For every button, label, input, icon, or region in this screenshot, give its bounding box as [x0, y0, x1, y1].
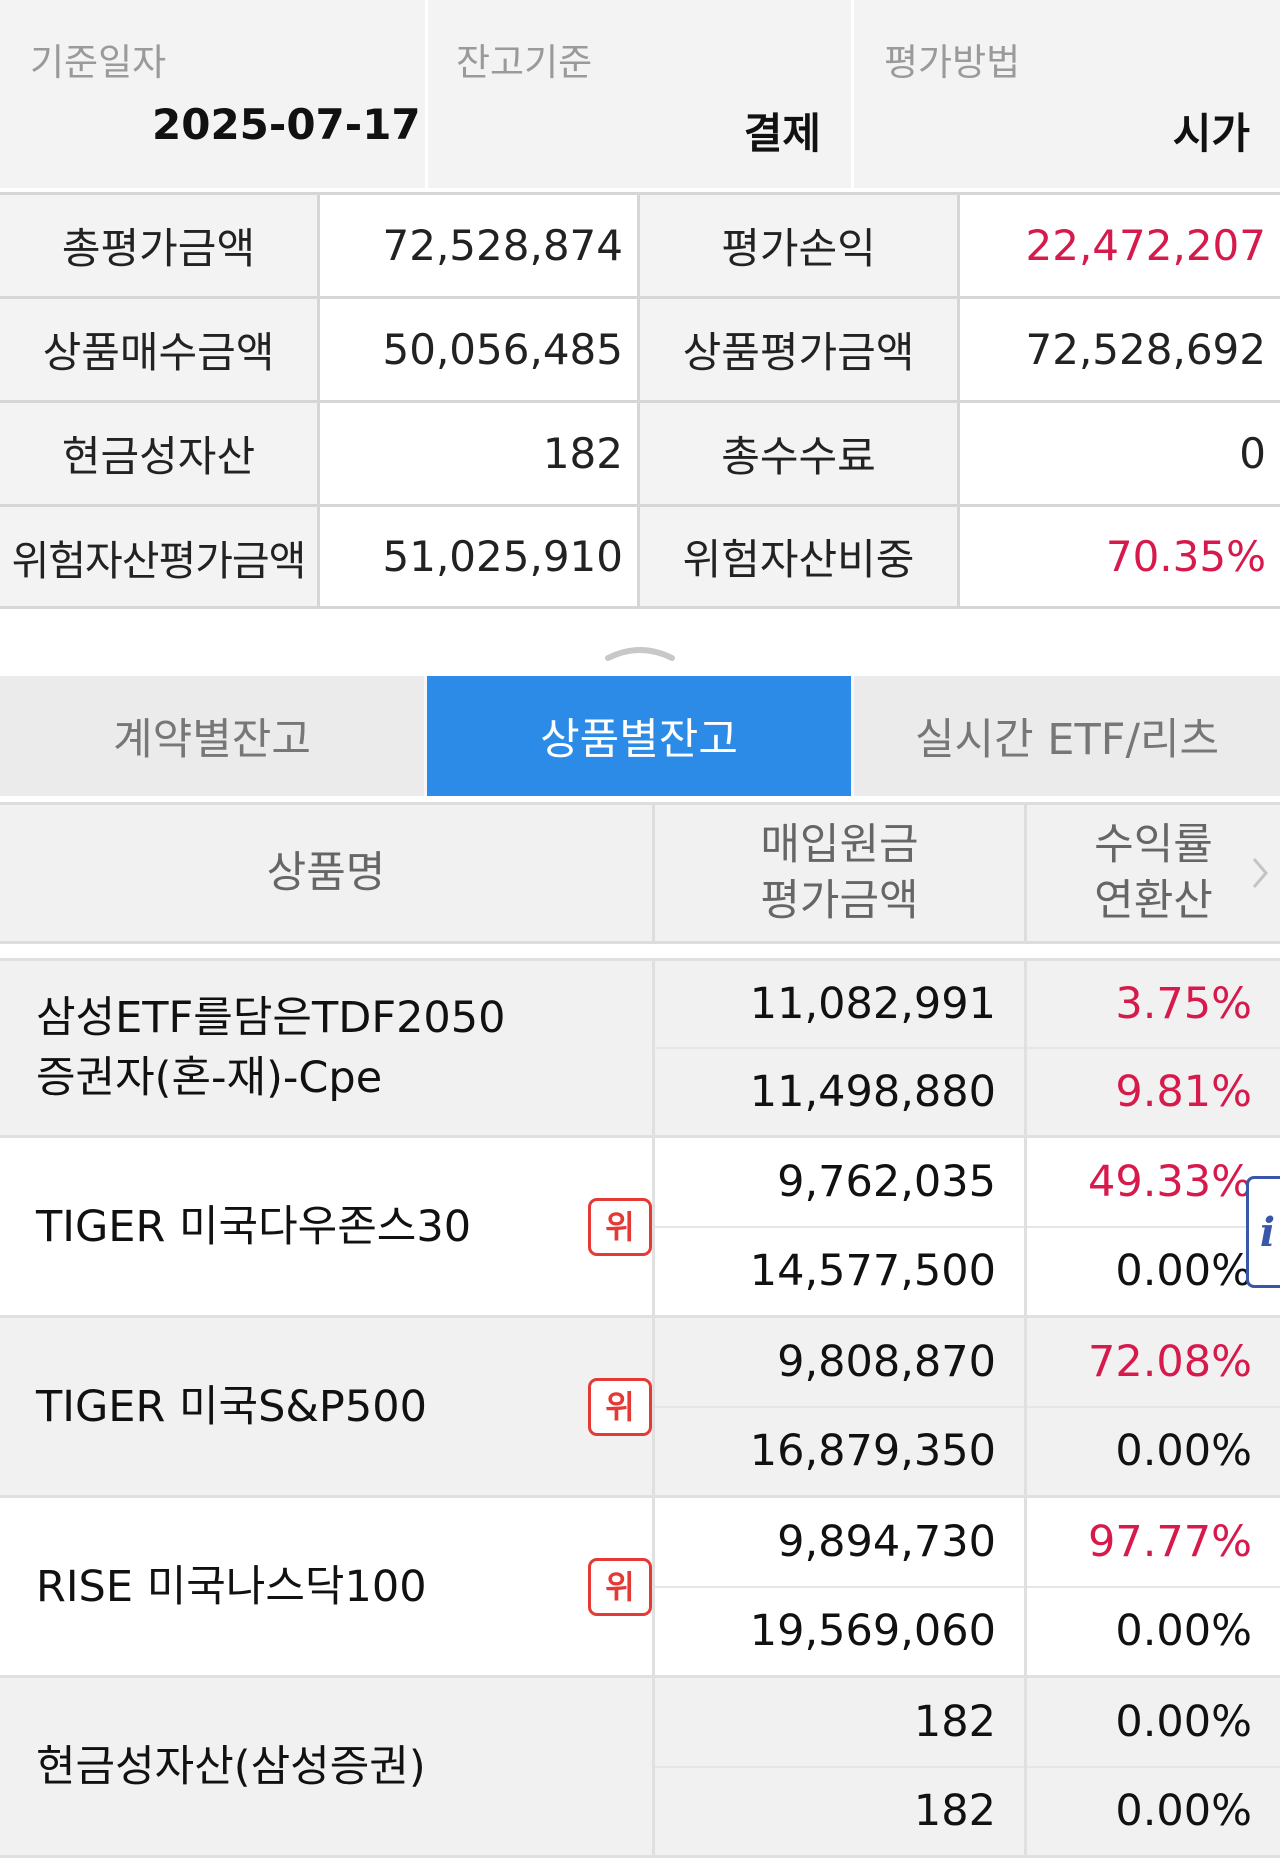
valuation-amount: 182 [913, 1786, 996, 1837]
return-cell: 49.33% 0.00% [1027, 1138, 1280, 1315]
principal-amount: 9,894,730 [655, 1498, 1024, 1588]
amount-cell: 11,082,991 11,498,880 [655, 961, 1027, 1135]
return-rate: 72.08% [1027, 1318, 1280, 1408]
summary-row: 현금성자산 182 총수수료 0 [0, 403, 1280, 507]
summary-value: 72,528,874 [320, 195, 640, 296]
criteria-date: 기준일자 2025-07-17 [0, 0, 428, 188]
column-header-principal-label: 매입원금 [760, 820, 919, 870]
table-row[interactable]: 삼성ETF를담은TDF2050 증권자(혼-재)-Cpe 11,082,991 … [0, 958, 1280, 1138]
collapse-handle-icon[interactable] [604, 644, 676, 662]
column-header-return[interactable]: 수익률 연환산 [1027, 805, 1280, 941]
valuation-amount: 19,569,060 [749, 1606, 996, 1657]
summary-value: 22,472,207 [960, 195, 1280, 296]
summary-value: 70.35% [960, 507, 1280, 606]
valuation-amount: 11,498,880 [749, 1067, 996, 1117]
valuation-amount: 16,879,350 [749, 1426, 996, 1477]
product-name-cell: 현금성자산(삼성증권) [0, 1678, 655, 1855]
criteria-valuation-method-label: 평가방법 [884, 41, 1021, 84]
balance-tabs: 계약별잔고 상품별잔고 실시간 ETF/리츠 [0, 676, 1280, 796]
valuation-amount: 14,577,500 [749, 1246, 996, 1297]
return-rate: 49.33% [1027, 1138, 1280, 1228]
summary-label: 상품평가금액 [640, 299, 960, 400]
amount-cell: 9,808,870 16,879,350 [655, 1318, 1027, 1495]
criteria-date-label: 기준일자 [30, 41, 167, 84]
criteria-valuation-method-value: 시가 [1172, 109, 1250, 158]
table-row[interactable]: TIGER 미국S&P500 위 9,808,870 16,879,350 72… [0, 1318, 1280, 1498]
summary-value: 0 [960, 403, 1280, 504]
summary-label: 위험자산비중 [640, 507, 960, 606]
summary-row: 위험자산평가금액 51,025,910 위험자산비중 70.35% [0, 507, 1280, 609]
amount-cell: 182 182 [655, 1678, 1027, 1855]
return-cell: 97.77% 0.00% [1027, 1498, 1280, 1675]
criteria-balance-basis-label: 잔고기준 [456, 41, 593, 84]
table-row[interactable]: 현금성자산(삼성증권) 182 182 0.00% 0.00% [0, 1678, 1280, 1858]
criteria-header: 기준일자 2025-07-17 잔고기준 결제 평가방법 시가 [0, 0, 1280, 188]
column-header-amount: 매입원금 평가금액 [655, 805, 1027, 941]
product-name-cell: TIGER 미국다우존스30 위 [0, 1138, 655, 1315]
summary-label: 총평가금액 [0, 195, 320, 296]
summary-label: 총수수료 [640, 403, 960, 504]
summary-grid: 총평가금액 72,528,874 평가손익 22,472,207 상품매수금액 … [0, 192, 1280, 609]
principal-amount: 11,082,991 [655, 961, 1024, 1049]
return-rate: 97.77% [1027, 1498, 1280, 1588]
product-name-cell: TIGER 미국S&P500 위 [0, 1318, 655, 1495]
product-name-cell: 삼성ETF를담은TDF2050 증권자(혼-재)-Cpe [0, 961, 655, 1135]
criteria-valuation-method: 평가방법 시가 [854, 0, 1280, 188]
summary-label: 위험자산평가금액 [0, 507, 320, 606]
summary-value: 51,025,910 [320, 507, 640, 606]
tab-product-balance[interactable]: 상품별잔고 [427, 676, 854, 796]
column-header-return-label: 수익률 [1094, 820, 1213, 870]
product-name: 현금성자산(삼성증권) [36, 1741, 426, 1792]
principal-amount: 182 [655, 1678, 1024, 1768]
info-icon[interactable]: i [1246, 1176, 1280, 1288]
annualized-rate: 9.81% [1115, 1067, 1252, 1117]
column-header-product-name-label: 상품명 [266, 848, 386, 898]
risk-badge: 위 [588, 1558, 652, 1616]
principal-amount: 9,808,870 [655, 1318, 1024, 1408]
product-name-cell: RISE 미국나스닥100 위 [0, 1498, 655, 1675]
criteria-balance-basis-value: 결제 [743, 109, 821, 158]
annualized-rate: 0.00% [1115, 1426, 1252, 1477]
return-cell: 72.08% 0.00% [1027, 1318, 1280, 1495]
summary-row: 상품매수금액 50,056,485 상품평가금액 72,528,692 [0, 299, 1280, 403]
amount-cell: 9,762,035 14,577,500 [655, 1138, 1027, 1315]
summary-label: 상품매수금액 [0, 299, 320, 400]
holdings-list: 삼성ETF를담은TDF2050 증권자(혼-재)-Cpe 11,082,991 … [0, 958, 1280, 1858]
return-cell: 0.00% 0.00% [1027, 1678, 1280, 1855]
tab-realtime-etf-reits[interactable]: 실시간 ETF/리츠 [914, 715, 1220, 765]
annualized-rate: 0.00% [1115, 1606, 1252, 1657]
column-header-annualized-label: 연환산 [1094, 876, 1213, 926]
product-name: RISE 미국나스닥100 [36, 1561, 427, 1612]
summary-label: 현금성자산 [0, 403, 320, 504]
criteria-date-value: 2025-07-17 [152, 100, 421, 149]
column-header-product-name: 상품명 [0, 805, 655, 941]
product-name: TIGER 미국다우존스30 [36, 1201, 472, 1252]
summary-value: 72,528,692 [960, 299, 1280, 400]
chevron-right-icon[interactable] [1250, 853, 1270, 893]
product-name: TIGER 미국S&P500 [36, 1381, 427, 1432]
tab-contract-balance[interactable]: 계약별잔고 [0, 676, 427, 796]
risk-badge: 위 [588, 1198, 652, 1256]
column-header-valuation-label: 평가금액 [760, 876, 919, 926]
table-row[interactable]: TIGER 미국다우존스30 위 9,762,035 14,577,500 49… [0, 1138, 1280, 1318]
summary-value: 182 [320, 403, 640, 504]
risk-badge: 위 [588, 1378, 652, 1436]
amount-cell: 9,894,730 19,569,060 [655, 1498, 1027, 1675]
summary-row: 총평가금액 72,528,874 평가손익 22,472,207 [0, 195, 1280, 299]
table-row[interactable]: RISE 미국나스닥100 위 9,894,730 19,569,060 97.… [0, 1498, 1280, 1678]
return-cell: 3.75% 9.81% [1027, 961, 1280, 1135]
return-rate: 3.75% [1027, 961, 1280, 1049]
holdings-table-header: 상품명 매입원금 평가금액 수익률 연환산 [0, 802, 1280, 944]
criteria-balance-basis: 잔고기준 결제 [428, 0, 854, 188]
return-rate: 0.00% [1027, 1678, 1280, 1768]
annualized-rate: 0.00% [1115, 1786, 1252, 1837]
product-name: 삼성ETF를담은TDF2050 증권자(혼-재)-Cpe [36, 993, 506, 1103]
annualized-rate: 0.00% [1115, 1246, 1252, 1297]
principal-amount: 9,762,035 [655, 1138, 1024, 1228]
summary-value: 50,056,485 [320, 299, 640, 400]
summary-label: 평가손익 [640, 195, 960, 296]
